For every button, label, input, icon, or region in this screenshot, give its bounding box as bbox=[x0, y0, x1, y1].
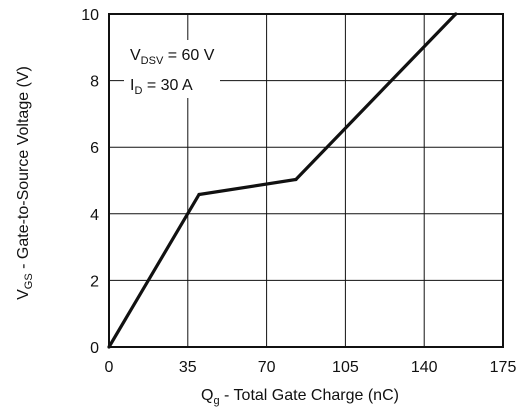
series-line-0 bbox=[107, 12, 457, 348]
annotation-vdsv-rest: = 60 V bbox=[163, 47, 214, 64]
x-tick-label-3: 105 bbox=[332, 359, 359, 376]
x-tick-label-5: 175 bbox=[490, 359, 517, 376]
x-axis-label-sub: g bbox=[213, 395, 219, 407]
series-point-0-1 bbox=[197, 192, 201, 197]
annotation-id-sub: D bbox=[134, 85, 142, 97]
y-axis-label-sub: GS bbox=[23, 273, 35, 289]
annotation-background bbox=[124, 40, 220, 98]
y-axis-label-main: V bbox=[15, 289, 32, 300]
annotation-id-rest: = 30 A bbox=[142, 77, 193, 94]
plot-frame bbox=[108, 13, 504, 348]
annotation-vdsv: VDSV = 60 V bbox=[130, 47, 215, 67]
x-axis-label: Qg - Total Gate Charge (nC) bbox=[201, 387, 399, 407]
x-axis-label-main: Q bbox=[201, 387, 213, 404]
x-axis-label-rest: - Total Gate Charge (nC) bbox=[220, 387, 399, 404]
y-tick-label-0: 0 bbox=[90, 340, 99, 357]
x-tick-label-1: 35 bbox=[179, 359, 197, 376]
y-tick-label-4: 8 bbox=[90, 74, 99, 91]
annotation-id: ID = 30 A bbox=[130, 77, 193, 97]
x-tick-label-4: 140 bbox=[411, 359, 438, 376]
annotation-id-main: I bbox=[130, 77, 134, 94]
y-axis-label-rest: - Gate-to-Source Voltage (V) bbox=[15, 66, 32, 273]
x-tick-label-2: 70 bbox=[258, 359, 276, 376]
y-tick-labels: 0 2 4 6 8 10 bbox=[81, 7, 99, 357]
y-tick-label-1: 2 bbox=[90, 273, 99, 290]
annotation-vdsv-sub: DSV bbox=[141, 55, 164, 67]
x-tick-labels: 0 35 70 105 140 175 bbox=[105, 359, 517, 376]
y-tick-label-2: 4 bbox=[90, 207, 99, 224]
y-tick-label-3: 6 bbox=[90, 140, 99, 157]
annotation-vdsv-main: V bbox=[130, 47, 141, 64]
series-point-0-2 bbox=[294, 177, 298, 182]
y-axis-label: VGS - Gate-to-Source Voltage (V) bbox=[15, 66, 35, 300]
x-tick-label-0: 0 bbox=[105, 359, 114, 376]
y-tick-label-5: 10 bbox=[81, 7, 99, 24]
